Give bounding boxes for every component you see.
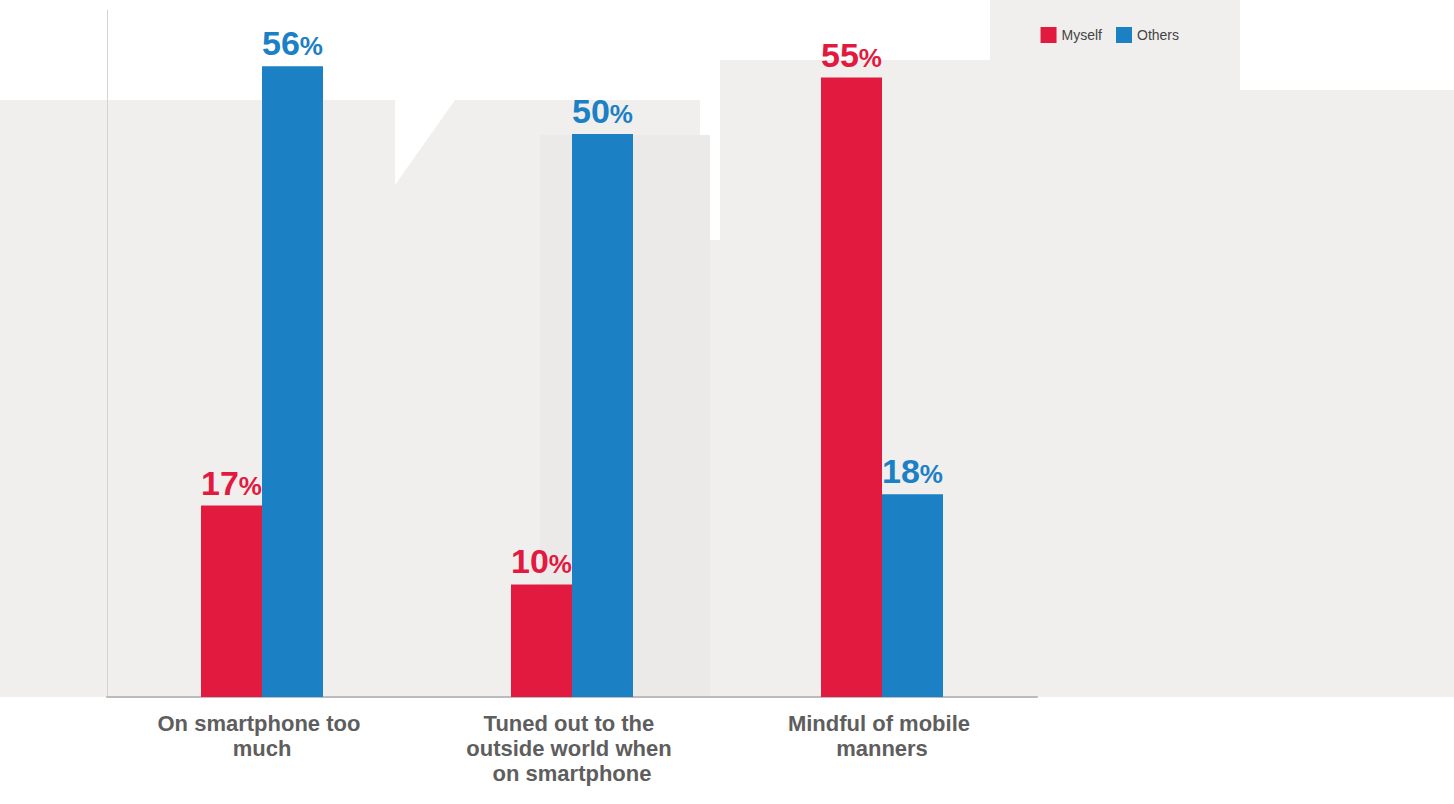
svg-text:%: % — [300, 31, 323, 61]
svg-text:56: 56 — [262, 24, 300, 62]
svg-text:55: 55 — [821, 36, 859, 74]
svg-text:10: 10 — [511, 542, 549, 580]
svg-text:17: 17 — [201, 464, 239, 502]
svg-text:%: % — [920, 459, 943, 489]
svg-text:%: % — [239, 471, 262, 501]
svg-text:Myself: Myself — [1062, 27, 1103, 43]
svg-text:%: % — [859, 43, 882, 73]
svg-text:outside world when: outside world when — [466, 736, 677, 761]
svg-text:18: 18 — [882, 452, 920, 490]
svg-text:much: much — [233, 736, 292, 761]
svg-text:Others: Others — [1137, 27, 1179, 43]
svg-text:On smartphone too: On smartphone too — [158, 711, 367, 736]
svg-text:50: 50 — [572, 92, 610, 130]
svg-text:Tuned out to the: Tuned out to the — [484, 711, 661, 736]
svg-text:%: % — [610, 99, 633, 129]
svg-text:manners: manners — [836, 736, 928, 761]
svg-text:on smartphone: on smartphone — [493, 761, 652, 786]
svg-text:Mindful of mobile: Mindful of mobile — [788, 711, 976, 736]
svg-text:%: % — [549, 549, 572, 579]
